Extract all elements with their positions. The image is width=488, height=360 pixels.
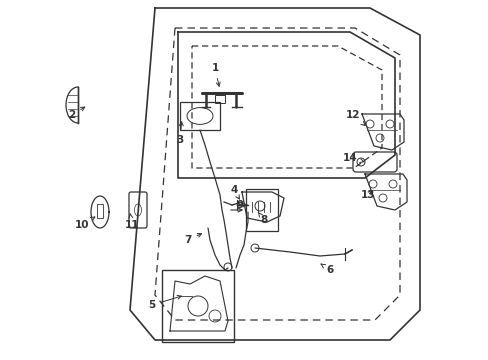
Text: 13: 13 <box>360 190 374 200</box>
Text: 4: 4 <box>230 185 239 199</box>
Text: 2: 2 <box>68 107 84 120</box>
Text: 14: 14 <box>342 153 363 163</box>
Bar <box>215 95 224 103</box>
Text: 7: 7 <box>184 234 201 245</box>
Text: 1: 1 <box>211 63 220 86</box>
Bar <box>97 204 103 218</box>
Bar <box>162 270 234 342</box>
Text: 6: 6 <box>320 264 333 275</box>
Bar <box>245 189 278 231</box>
Text: 3: 3 <box>176 122 183 145</box>
Text: 12: 12 <box>345 110 365 126</box>
Bar <box>180 102 220 130</box>
Text: 8: 8 <box>258 212 267 225</box>
Text: 5: 5 <box>148 296 181 310</box>
Text: 10: 10 <box>75 217 95 230</box>
Text: 9: 9 <box>236 200 246 210</box>
Text: 11: 11 <box>124 214 139 230</box>
